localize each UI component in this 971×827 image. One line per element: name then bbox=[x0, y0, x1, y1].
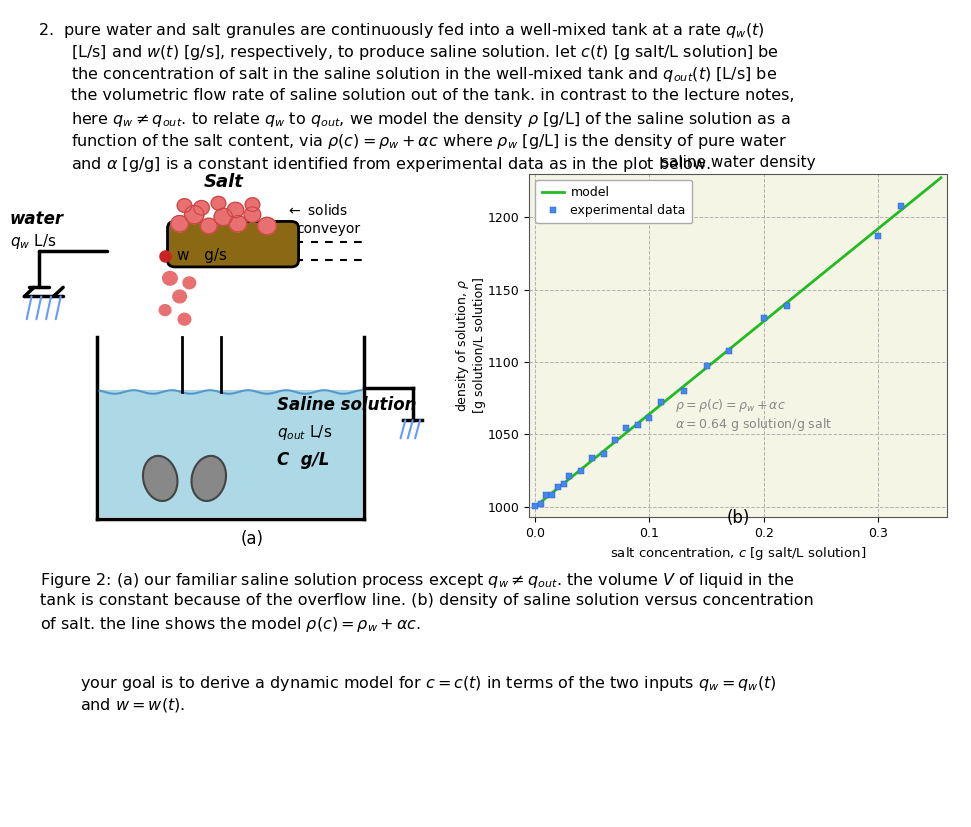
experimental data bbox=[541, 490, 552, 500]
experimental data bbox=[529, 501, 541, 511]
model bbox=[529, 502, 541, 512]
Circle shape bbox=[179, 313, 191, 325]
Text: here $q_w \neq q_{out}$. to relate $q_w$ to $q_{out}$, we model the density $\rh: here $q_w \neq q_{out}$. to relate $q_w$… bbox=[71, 110, 790, 129]
Text: your goal is to derive a dynamic model for $c = c(t)$ in terms of the two inputs: your goal is to derive a dynamic model f… bbox=[80, 674, 777, 693]
Text: conveyor: conveyor bbox=[296, 222, 360, 236]
Y-axis label: density of solution, $\rho$
[g solution/L solution]: density of solution, $\rho$ [g solution/… bbox=[454, 277, 486, 414]
Circle shape bbox=[178, 198, 192, 213]
experimental data bbox=[575, 466, 586, 476]
experimental data bbox=[598, 449, 610, 459]
experimental data bbox=[557, 480, 569, 490]
Circle shape bbox=[229, 216, 247, 232]
experimental data bbox=[609, 436, 620, 446]
experimental data bbox=[552, 482, 563, 492]
experimental data bbox=[872, 231, 884, 241]
Text: 2.  pure water and salt granules are continuously fed into a well-mixed tank at : 2. pure water and salt granules are cont… bbox=[38, 21, 764, 40]
Circle shape bbox=[246, 198, 260, 212]
experimental data bbox=[535, 499, 547, 509]
Title: saline water density: saline water density bbox=[660, 155, 816, 170]
Circle shape bbox=[163, 271, 178, 285]
Circle shape bbox=[159, 304, 171, 316]
Ellipse shape bbox=[143, 456, 178, 501]
FancyBboxPatch shape bbox=[168, 222, 299, 267]
experimental data bbox=[895, 201, 907, 211]
experimental data bbox=[654, 397, 666, 407]
Circle shape bbox=[258, 218, 276, 235]
Text: w   g/s: w g/s bbox=[178, 248, 227, 263]
Text: function of the salt content, via $\rho(c) = \rho_w + \alpha c$ where $\rho_w$ [: function of the salt content, via $\rho(… bbox=[71, 132, 787, 151]
Text: and $\alpha$ [g/g] is a constant identified from experimental data as in the plo: and $\alpha$ [g/g] is a constant identif… bbox=[71, 155, 711, 174]
Circle shape bbox=[184, 206, 204, 223]
Text: $\leftarrow$ solids: $\leftarrow$ solids bbox=[286, 203, 349, 218]
Circle shape bbox=[201, 218, 218, 234]
Legend: model, experimental data: model, experimental data bbox=[535, 180, 692, 223]
model bbox=[778, 300, 789, 310]
Text: tank is constant because of the overflow line. (b) density of saline solution ve: tank is constant because of the overflow… bbox=[40, 593, 814, 608]
experimental data bbox=[644, 413, 655, 423]
experimental data bbox=[563, 471, 575, 481]
Line: experimental data: experimental data bbox=[531, 203, 904, 509]
Text: the concentration of salt in the saline solution in the well-mixed tank and $q_{: the concentration of salt in the saline … bbox=[71, 65, 777, 84]
Circle shape bbox=[173, 290, 186, 303]
Text: of salt. the line shows the model $\rho(c) = \rho_w + \alpha c$.: of salt. the line shows the model $\rho(… bbox=[40, 615, 421, 634]
experimental data bbox=[547, 490, 558, 500]
experimental data bbox=[586, 453, 598, 463]
Text: (a): (a) bbox=[241, 530, 264, 548]
Circle shape bbox=[245, 207, 261, 222]
Text: $q_w$ L/s: $q_w$ L/s bbox=[10, 232, 56, 251]
model bbox=[871, 224, 883, 234]
experimental data bbox=[632, 420, 644, 430]
experimental data bbox=[701, 361, 713, 370]
model bbox=[769, 307, 781, 317]
Text: Saline solution: Saline solution bbox=[277, 396, 417, 414]
Line: model: model bbox=[535, 178, 941, 507]
experimental data bbox=[758, 313, 770, 323]
Text: Salt: Salt bbox=[204, 174, 244, 191]
Text: (b): (b) bbox=[726, 509, 750, 527]
experimental data bbox=[781, 301, 792, 311]
Text: and $w = w(t)$.: and $w = w(t)$. bbox=[80, 696, 185, 715]
Text: the volumetric flow rate of saline solution out of the tank. in contrast to the : the volumetric flow rate of saline solut… bbox=[71, 88, 794, 103]
X-axis label: salt concentration, $c$ [g salt/L solution]: salt concentration, $c$ [g salt/L soluti… bbox=[610, 545, 866, 562]
Circle shape bbox=[184, 277, 196, 289]
Circle shape bbox=[215, 208, 233, 226]
Text: [L/s] and $w(t)$ [g/s], respectively, to produce saline solution. let $c(t)$ [g : [L/s] and $w(t)$ [g/s], respectively, to… bbox=[71, 43, 779, 62]
Circle shape bbox=[194, 200, 210, 215]
experimental data bbox=[723, 346, 735, 356]
model bbox=[771, 306, 783, 316]
Circle shape bbox=[212, 196, 226, 210]
Ellipse shape bbox=[191, 456, 226, 501]
Circle shape bbox=[171, 216, 188, 232]
model bbox=[897, 203, 909, 213]
Text: $q_{out}$ L/s: $q_{out}$ L/s bbox=[277, 423, 332, 442]
Text: water: water bbox=[10, 210, 64, 227]
Text: $\rho = \rho(c) = \rho_w + \alpha c$
$\alpha = 0.64$ g solution/g salt: $\rho = \rho(c) = \rho_w + \alpha c$ $\a… bbox=[676, 397, 832, 433]
model bbox=[530, 500, 542, 510]
experimental data bbox=[620, 423, 632, 433]
Bar bbox=[100, 390, 362, 517]
experimental data bbox=[678, 385, 689, 395]
Circle shape bbox=[227, 203, 244, 218]
Text: Figure 2: (a) our familiar saline solution process except $q_w \neq q_{out}$. th: Figure 2: (a) our familiar saline soluti… bbox=[40, 571, 794, 590]
Text: C  g/L: C g/L bbox=[277, 451, 329, 469]
model bbox=[935, 173, 947, 183]
